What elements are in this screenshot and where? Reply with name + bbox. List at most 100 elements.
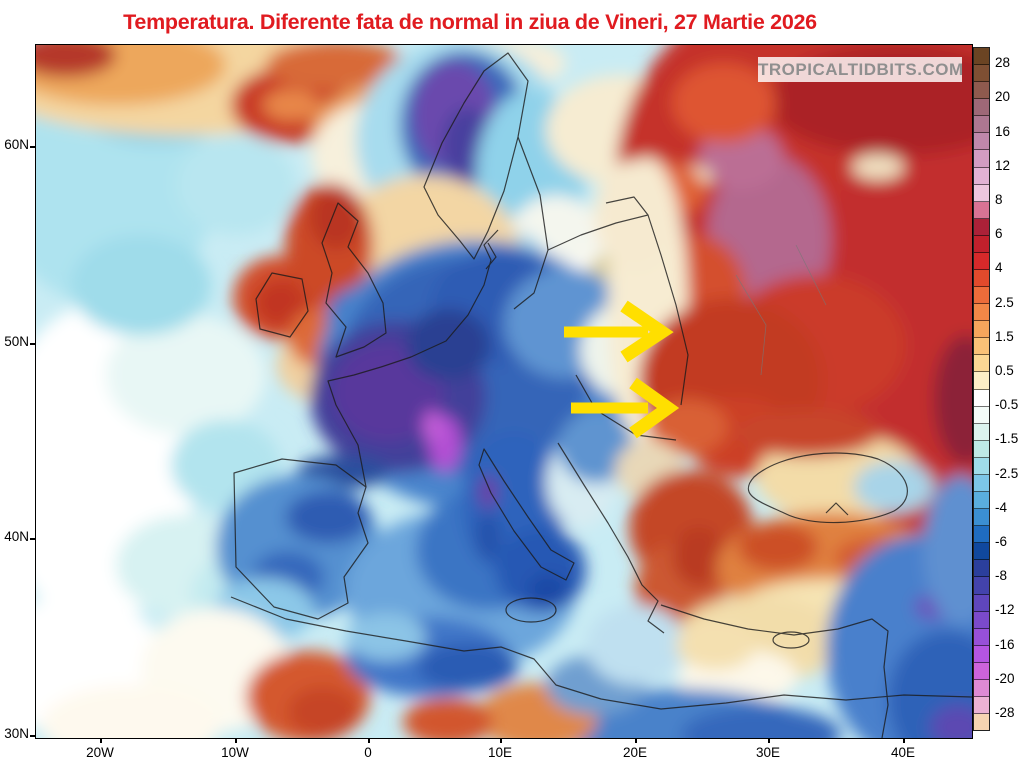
lat-tick xyxy=(30,343,35,345)
colorbar-cell xyxy=(974,167,989,185)
coast-crimea xyxy=(825,502,849,516)
coast-turkey-levant xyxy=(660,604,889,738)
colorbar-cell xyxy=(974,696,989,715)
lon-tick xyxy=(100,738,102,743)
field-blob xyxy=(852,154,904,180)
colorbar-cell xyxy=(974,594,989,612)
lon-tick xyxy=(500,738,502,743)
field-blob xyxy=(288,687,358,737)
colorbar-cell xyxy=(974,99,989,117)
field-blob xyxy=(923,475,972,625)
colorbar-cell xyxy=(974,82,989,100)
colorbar-value--12: -12 xyxy=(995,602,1015,618)
field-blob xyxy=(673,527,725,587)
colorbar-cell xyxy=(974,133,989,151)
lon-label-10E: 10E xyxy=(487,745,513,760)
field-blob xyxy=(36,45,116,77)
field-blob xyxy=(738,523,818,571)
coast-cyprus xyxy=(772,631,810,649)
arrow-head-2 xyxy=(629,377,680,439)
colorbar-cell xyxy=(974,406,989,424)
colorbar-cell xyxy=(974,457,989,475)
colorbar-cell xyxy=(974,304,989,322)
lon-label-20W: 20W xyxy=(86,745,114,760)
coast-gulf-of-finland xyxy=(547,196,649,251)
border-russia-2 xyxy=(795,244,827,306)
field-blob xyxy=(263,89,319,121)
lat-label-60N: 60N xyxy=(4,137,29,152)
lon-label-0: 0 xyxy=(364,745,372,760)
watermark: TROPICALTIDBITS.COM xyxy=(758,57,963,82)
colorbar-value-16: 16 xyxy=(995,123,1011,139)
colorbar-cell xyxy=(974,492,989,510)
field-blob xyxy=(681,707,841,738)
colorbar-cell xyxy=(974,543,989,561)
coast-black-sea xyxy=(747,452,908,524)
lon-label-20E: 20E xyxy=(622,745,648,760)
arrow-head-1 xyxy=(620,300,674,363)
field-blob xyxy=(934,335,972,465)
admin-borders xyxy=(735,244,827,376)
anomaly-field xyxy=(36,45,972,738)
colorbar-cell xyxy=(974,270,989,288)
colorbar-value--0.5: -0.5 xyxy=(995,397,1019,413)
colorbar-value-4: 4 xyxy=(995,260,1003,276)
colorbar-cell xyxy=(974,423,989,441)
colorbar-cell xyxy=(974,474,989,493)
lon-tick xyxy=(235,738,237,743)
field-blob xyxy=(423,410,441,442)
colorbar-cell xyxy=(974,116,989,134)
coast-france xyxy=(327,229,499,488)
colorbar-cell xyxy=(974,355,989,373)
field-blob xyxy=(266,45,406,90)
coast-balkans-greece xyxy=(557,442,665,634)
colorbar-cell xyxy=(974,526,989,544)
field-blob xyxy=(255,279,311,327)
coast-ireland xyxy=(255,272,309,338)
lat-label-40N: 40N xyxy=(4,529,29,544)
field-blob xyxy=(406,309,490,381)
colorbar-cell xyxy=(974,321,989,339)
colorbar-value-28: 28 xyxy=(995,55,1011,71)
highlight-arrows xyxy=(564,300,680,439)
border-russia-1 xyxy=(735,274,767,376)
colorbar-cell xyxy=(974,628,989,646)
colorbar-value--1.5: -1.5 xyxy=(995,431,1019,447)
colorbar-cell xyxy=(974,48,989,66)
colorbar-cell xyxy=(974,645,989,663)
colorbar-cell xyxy=(974,338,989,356)
colorbar-cell xyxy=(974,662,989,680)
colorbar-value-6: 6 xyxy=(995,226,1003,242)
colorbar-cell xyxy=(974,184,989,202)
coast-north-africa xyxy=(230,596,972,710)
lat-tick xyxy=(30,735,35,737)
field-blob xyxy=(310,185,362,249)
field-blob xyxy=(676,620,756,670)
field-blob xyxy=(176,135,296,235)
field-blob xyxy=(475,513,501,561)
colorbar-cell xyxy=(974,440,989,458)
coast-britain xyxy=(321,202,387,358)
lon-tick xyxy=(368,738,370,743)
lon-tick xyxy=(635,738,637,743)
lon-label-40E: 40E xyxy=(890,745,916,760)
field-blob xyxy=(736,409,880,457)
colorbar-cell xyxy=(974,389,989,407)
colorbar-value--20: -20 xyxy=(995,670,1015,686)
colorbar-cell xyxy=(974,509,989,527)
colorbar-value--8: -8 xyxy=(995,568,1008,584)
colorbar-value--4: -4 xyxy=(995,499,1008,515)
field-blob xyxy=(403,698,493,738)
map-frame xyxy=(35,44,973,739)
colorbar-cell xyxy=(974,65,989,83)
colorbar-value-12: 12 xyxy=(995,157,1011,173)
colorbar-cell xyxy=(974,201,989,219)
lat-tick xyxy=(30,146,35,148)
colorbar-value-1.5: 1.5 xyxy=(995,328,1014,344)
lon-tick xyxy=(903,738,905,743)
colorbar-cell xyxy=(974,287,989,305)
colorbar-cell xyxy=(974,577,989,595)
field-blob xyxy=(41,685,221,738)
field-blob xyxy=(346,613,426,661)
field-blob xyxy=(558,411,634,483)
